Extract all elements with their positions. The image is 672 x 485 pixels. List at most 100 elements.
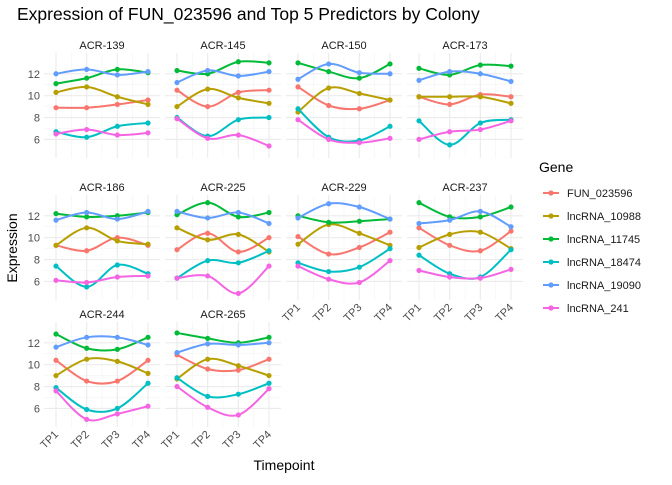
data-point [508, 63, 514, 69]
legend-key-point [548, 213, 554, 219]
data-point [447, 94, 453, 100]
data-point [53, 210, 59, 217]
series-line [176, 117, 270, 147]
data-point [84, 75, 90, 81]
data-point [387, 258, 393, 264]
data-point [205, 366, 211, 372]
data-point [84, 345, 90, 351]
data-point [266, 87, 272, 93]
data-point [84, 378, 90, 384]
data-point [84, 284, 90, 290]
data-point [145, 208, 151, 215]
data-point [447, 101, 453, 108]
y-tick-label: 8 [34, 382, 40, 394]
series-line [418, 230, 512, 250]
data-point [174, 275, 180, 281]
data-point [266, 209, 272, 216]
data-point [114, 262, 120, 268]
series-line [55, 210, 149, 222]
data-point [295, 106, 301, 112]
series-line [418, 201, 512, 220]
data-point [114, 132, 120, 138]
series-line [297, 214, 391, 224]
facet-panel: ACR-265 TP1 TP2 TP3 TP4 [159, 309, 281, 451]
data-point [326, 219, 332, 225]
data-point [174, 116, 180, 122]
data-point [295, 60, 301, 66]
data-point [387, 229, 393, 235]
data-point [84, 84, 90, 90]
data-point [145, 120, 151, 126]
legend-key-point [548, 259, 554, 265]
data-point [447, 217, 453, 223]
data-point [477, 248, 483, 254]
series-line [176, 331, 270, 344]
data-point [114, 216, 120, 222]
data-point [145, 130, 151, 136]
facet-panel: ACR-225 [165, 182, 281, 300]
data-point [174, 225, 180, 231]
data-point [326, 102, 332, 109]
data-point [84, 406, 90, 413]
data-point [266, 380, 272, 386]
data-point [326, 251, 332, 257]
data-point [477, 120, 483, 126]
series-line [176, 249, 270, 279]
data-point [508, 78, 514, 85]
data-point [477, 126, 483, 133]
data-point [295, 76, 301, 82]
facet-strip-label: ACR-173 [442, 40, 487, 52]
x-tick-label: TP2 [432, 302, 455, 325]
series-line [297, 86, 391, 113]
data-point [235, 214, 241, 220]
data-point [205, 273, 211, 279]
data-point [508, 100, 514, 106]
data-point [416, 65, 422, 71]
data-point [266, 248, 272, 254]
facet-strip-label: ACR-237 [442, 182, 487, 194]
data-point [205, 237, 211, 243]
data-point [416, 118, 422, 124]
y-tick-label: 6 [34, 403, 40, 415]
data-point [356, 230, 362, 236]
data-point [84, 209, 90, 216]
series-line [55, 236, 149, 252]
data-point [145, 97, 151, 103]
x-tick-label: TP4 [372, 302, 395, 325]
data-point [356, 75, 362, 81]
series-line [297, 118, 391, 144]
x-tick-label: TP3 [100, 429, 123, 452]
data-point [114, 411, 120, 417]
data-point [295, 117, 301, 123]
series-line [176, 87, 270, 108]
data-point [53, 242, 59, 248]
x-tick-label: TP2 [311, 302, 334, 325]
data-point [326, 68, 332, 75]
data-point [205, 335, 211, 342]
y-axis-label: Expression [4, 213, 20, 282]
data-point [477, 275, 483, 281]
data-point [295, 84, 301, 90]
data-point [416, 200, 422, 206]
series-line [176, 226, 270, 253]
series-line [418, 119, 512, 141]
data-point [387, 135, 393, 141]
data-point [174, 383, 180, 390]
series-line [297, 259, 391, 285]
y-tick-label: 10 [28, 233, 40, 245]
x-axis-label: Timepoint [254, 457, 315, 473]
data-point [84, 416, 90, 422]
data-point [53, 357, 59, 363]
y-tick-label: 8 [34, 113, 40, 125]
data-point [114, 94, 120, 100]
y-tick-label: 6 [34, 276, 40, 288]
series-line [176, 385, 270, 417]
data-point [114, 238, 120, 244]
data-point [266, 340, 272, 346]
data-point [205, 200, 211, 206]
x-tick-label: TP1 [38, 429, 61, 452]
data-point [53, 277, 59, 283]
data-point [235, 249, 241, 255]
